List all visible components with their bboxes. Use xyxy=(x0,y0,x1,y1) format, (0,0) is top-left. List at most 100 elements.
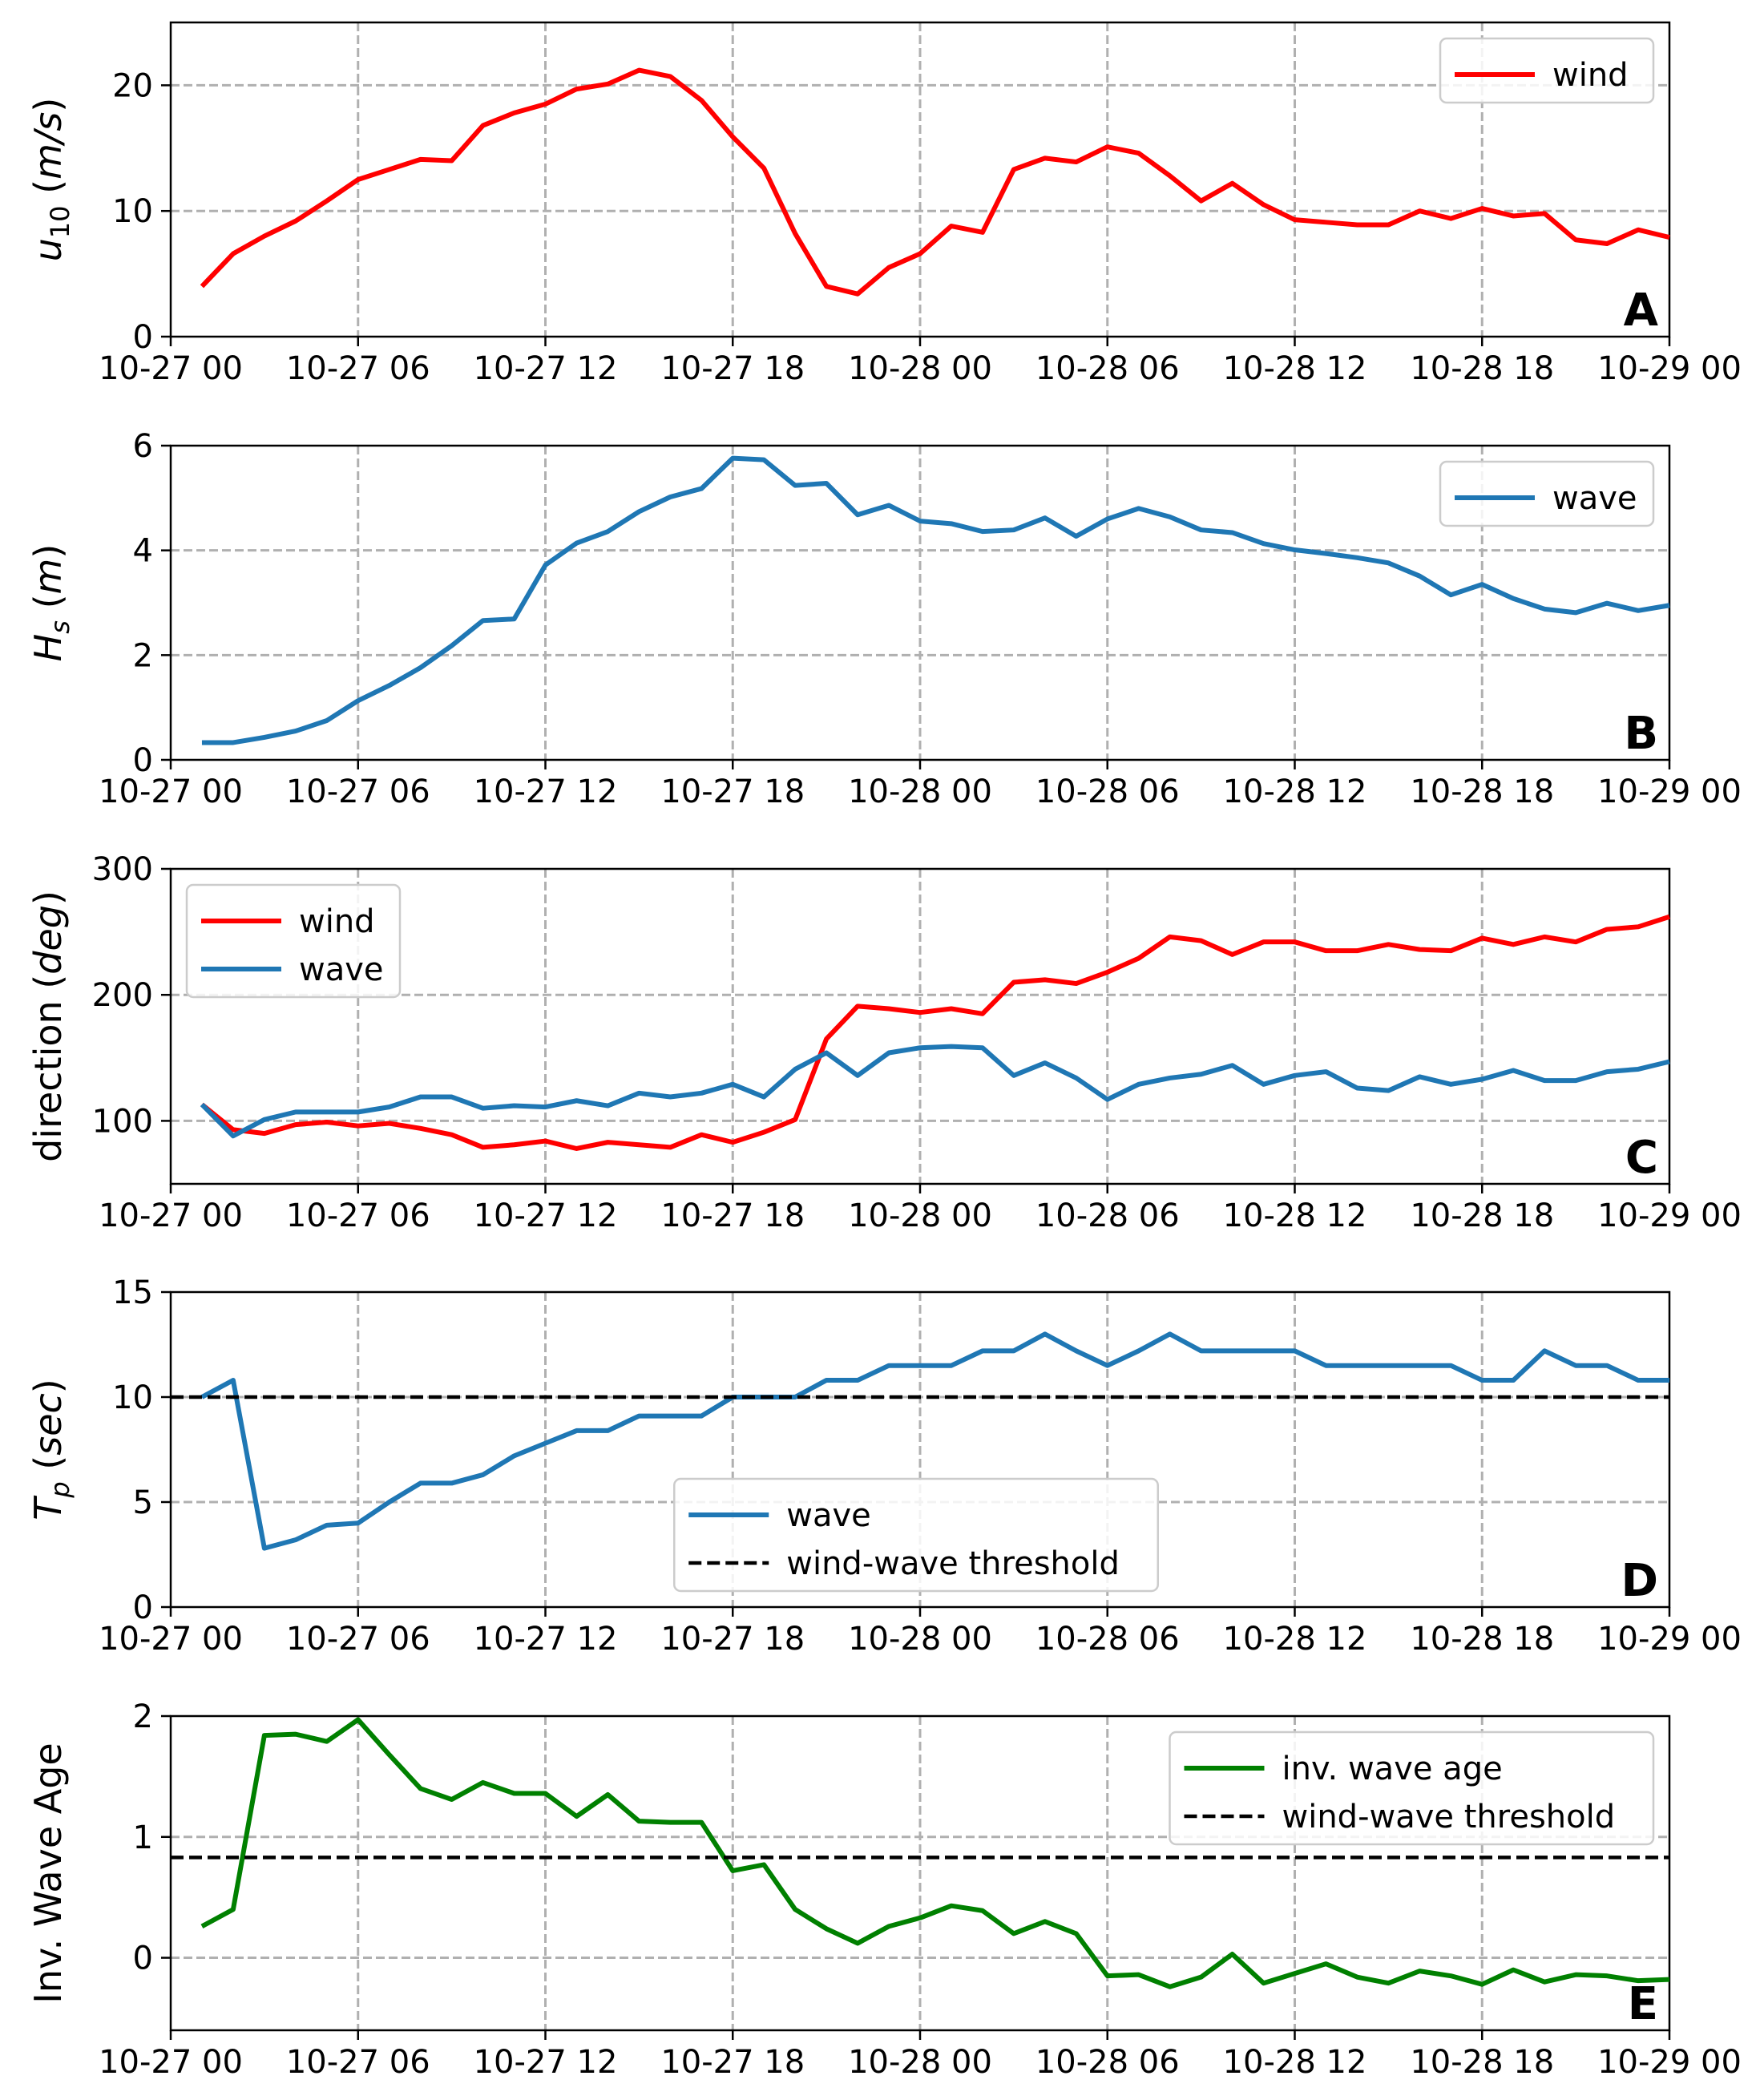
panel-d: 10-27 00 10-27 06 10-27 12 10-27 18 10-28 00… xyxy=(26,1274,1742,1658)
panel-letter: B xyxy=(1624,708,1658,760)
legend-box xyxy=(1169,1730,1655,1846)
legend-label: wind-wave threshold xyxy=(786,1545,1120,1582)
y-tick-label: 0 xyxy=(133,742,153,779)
y-tick-label: 0 xyxy=(133,1589,153,1626)
y-tick-label: 10 xyxy=(112,1379,153,1416)
x-tick-label: 10-28 00 xyxy=(848,1621,992,1658)
legend-label: wave xyxy=(786,1497,871,1534)
panel-a: 10-27 00 10-27 06 10-27 12 10-27 18 10-28 00… xyxy=(26,21,1742,387)
x-tick-label: 10-28 18 xyxy=(1410,773,1554,810)
series-line-wind xyxy=(200,914,1670,1151)
x-tick-label: 10-28 12 xyxy=(1223,2044,1367,2081)
x-tick-label: 10-29 00 xyxy=(1597,773,1742,810)
x-tick-label: 10-29 00 xyxy=(1597,2044,1742,2081)
y-tick-label: 0 xyxy=(133,319,153,356)
y-tick-label: 15 xyxy=(112,1274,153,1311)
x-tick-label: 10-27 12 xyxy=(474,1197,618,1234)
x-tick-label: 10-27 00 xyxy=(99,2044,243,2081)
x-tick-label: 10-27 06 xyxy=(286,773,430,810)
y-tick-label: 1 xyxy=(133,1819,153,1856)
panel-letter: E xyxy=(1628,1978,1658,2030)
x-tick-label: 10-28 18 xyxy=(1410,1197,1554,1234)
legend: inv. wave age wind-wave threshold xyxy=(1169,1730,1655,1846)
series-line-wind xyxy=(200,67,1670,297)
y-axis-label: direction (deg) xyxy=(26,890,70,1162)
x-tick-label: 10-27 18 xyxy=(660,1621,805,1658)
x-tick-label: 10-27 06 xyxy=(286,1197,430,1234)
y-tick-label: 6 xyxy=(133,428,153,465)
legend-label: wind xyxy=(1552,57,1629,94)
x-tick-label: 10-27 06 xyxy=(286,2044,430,2081)
x-tick-label: 10-27 06 xyxy=(286,350,430,387)
legend-label: inv. wave age xyxy=(1282,1751,1503,1787)
y-tick-label: 10 xyxy=(112,193,153,230)
x-tick-label: 10-28 06 xyxy=(1035,2044,1180,2081)
panel-letter: C xyxy=(1625,1132,1658,1184)
x-tick-label: 10-28 00 xyxy=(848,1197,992,1234)
legend: wind wave xyxy=(185,883,402,999)
x-tick-label: 10-27 18 xyxy=(660,1197,805,1234)
y-axis-label: Inv. Wave Age xyxy=(26,1743,70,2003)
y-tick-label: 5 xyxy=(133,1484,153,1521)
legend-label: wind-wave threshold xyxy=(1282,1799,1616,1835)
x-tick-label: 10-29 00 xyxy=(1597,1197,1742,1234)
x-tick-label: 10-28 12 xyxy=(1223,1621,1367,1658)
x-tick-label: 10-27 06 xyxy=(286,1621,430,1658)
x-tick-label: 10-27 18 xyxy=(660,773,805,810)
y-tick-label: 100 xyxy=(92,1103,153,1140)
x-tick-label: 10-29 00 xyxy=(1597,350,1742,387)
y-tick-label: 200 xyxy=(92,977,153,1014)
y-tick-label: 20 xyxy=(112,67,153,104)
x-tick-label: 10-28 18 xyxy=(1410,1621,1554,1658)
panel-letter: D xyxy=(1621,1555,1658,1607)
legend-box xyxy=(1439,460,1655,527)
x-tick-label: 10-28 06 xyxy=(1035,1197,1180,1234)
x-tick-label: 10-27 00 xyxy=(99,773,243,810)
legend-box xyxy=(1439,37,1655,104)
x-tick-label: 10-28 12 xyxy=(1223,1197,1367,1234)
series-line-inv-wave-age xyxy=(200,1717,1670,1989)
panel-e: 10-27 00 10-27 06 10-27 12 10-27 18 10-28 00… xyxy=(26,1698,1742,2081)
y-axis-label: u10 (m/s) xyxy=(26,98,75,262)
x-tick-label: 10-27 12 xyxy=(474,2044,618,2081)
x-tick-label: 10-27 18 xyxy=(660,2044,805,2081)
legend: wind xyxy=(1439,37,1655,104)
series-line-wave xyxy=(200,1044,1670,1139)
series-line-wave xyxy=(200,1331,1669,1551)
panel-c: 10-27 00 10-27 06 10-27 12 10-27 18 10-28 00… xyxy=(26,851,1742,1234)
legend: wave wind-wave threshold xyxy=(673,1477,1159,1593)
panel-b: 10-27 00 10-27 06 10-27 12 10-27 18 10-28 00… xyxy=(26,428,1742,810)
legend-label: wave xyxy=(1552,480,1637,517)
legend: wave xyxy=(1439,460,1655,527)
legend-box xyxy=(673,1477,1159,1593)
x-tick-label: 10-28 12 xyxy=(1223,773,1367,810)
x-tick-label: 10-28 18 xyxy=(1410,350,1554,387)
x-tick-label: 10-28 06 xyxy=(1035,350,1180,387)
y-tick-label: 0 xyxy=(133,1940,153,1977)
x-tick-label: 10-27 18 xyxy=(660,350,805,387)
y-tick-label: 300 xyxy=(92,851,153,888)
x-tick-label: 10-28 12 xyxy=(1223,350,1367,387)
x-tick-label: 10-27 00 xyxy=(99,1621,243,1658)
y-axis-label: Tp (sec) xyxy=(26,1379,75,1520)
series-line-wave xyxy=(201,455,1670,745)
x-tick-label: 10-28 00 xyxy=(848,350,992,387)
x-tick-label: 10-28 18 xyxy=(1410,2044,1554,2081)
x-tick-label: 10-29 00 xyxy=(1597,1621,1742,1658)
x-tick-label: 10-28 06 xyxy=(1035,1621,1180,1658)
x-tick-label: 10-28 00 xyxy=(848,773,992,810)
legend-label: wave xyxy=(299,951,384,988)
y-tick-label: 2 xyxy=(133,637,153,674)
x-tick-label: 10-27 12 xyxy=(474,350,618,387)
x-tick-label: 10-27 00 xyxy=(99,1197,243,1234)
y-tick-label: 4 xyxy=(133,533,153,570)
x-tick-label: 10-28 06 xyxy=(1035,773,1180,810)
x-tick-label: 10-27 12 xyxy=(474,1621,618,1658)
y-axis-label: Hs (m) xyxy=(26,544,75,662)
y-tick-label: 2 xyxy=(133,1698,153,1735)
x-tick-label: 10-28 00 xyxy=(848,2044,992,2081)
x-tick-label: 10-27 12 xyxy=(474,773,618,810)
panel-letter: A xyxy=(1624,285,1659,337)
x-tick-label: 10-27 00 xyxy=(99,350,243,387)
